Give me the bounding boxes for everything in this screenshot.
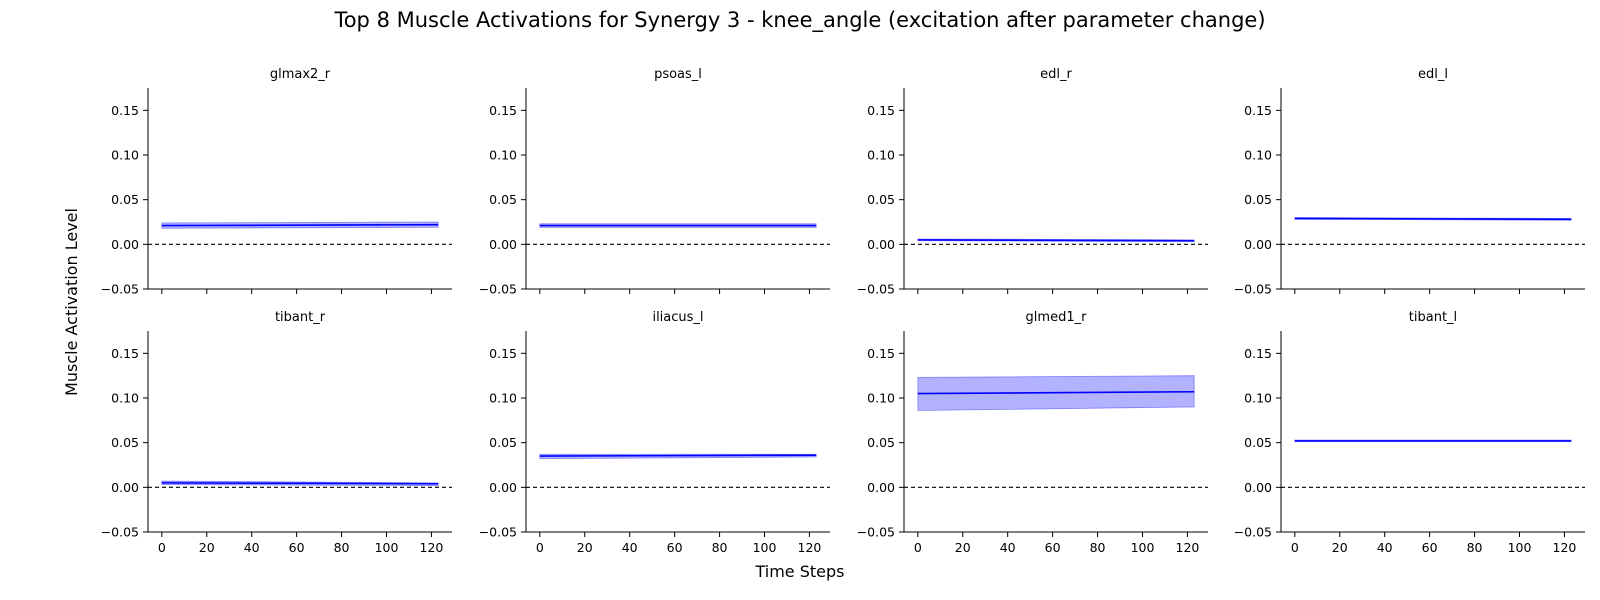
y-tick-label: 0.05 bbox=[1244, 435, 1272, 450]
y-tick-label: 0.10 bbox=[111, 391, 139, 406]
x-tick-label: 40 bbox=[244, 540, 260, 555]
y-tick-label: −0.05 bbox=[857, 282, 895, 297]
y-tick-label: 0.10 bbox=[489, 391, 517, 406]
subplot-grid: glmax2_r −0.05 0.00 0.05 0.10 0.15 psoas_l −0.0… bbox=[101, 67, 1585, 555]
y-tick-label: 0.05 bbox=[489, 435, 517, 450]
y-tick-label: 0.05 bbox=[867, 192, 895, 207]
y-tick-label: 0.05 bbox=[1244, 192, 1272, 207]
y-tick-label: 0.10 bbox=[489, 148, 517, 163]
y-tick-label: 0.05 bbox=[111, 435, 139, 450]
y-tick-label: 0.00 bbox=[867, 480, 895, 495]
subplot-tibant_l: tibant_l −0.05 0.00 0.05 0.10 0.15 0 20 40 60 80 10… bbox=[1234, 310, 1585, 555]
subplot-title: iliacus_l bbox=[652, 310, 703, 325]
subplot-glmax2_r: glmax2_r −0.05 0.00 0.05 0.10 0.15 bbox=[101, 67, 452, 297]
y-tick-label: 0.15 bbox=[489, 103, 517, 118]
subplot-edl_l: edl_l −0.05 0.00 0.05 0.10 0.15 bbox=[1234, 67, 1585, 297]
x-tick-label: 60 bbox=[1422, 540, 1438, 555]
x-tick-label: 20 bbox=[199, 540, 215, 555]
x-tick-label: 20 bbox=[955, 540, 971, 555]
y-tick-label: 0.10 bbox=[1244, 391, 1272, 406]
x-tick-label: 80 bbox=[1467, 540, 1483, 555]
mean-line bbox=[917, 390, 1195, 395]
subplot-tibant_r: tibant_r −0.05 0.00 0.05 0.10 0.15 0 20 40 60 80 10… bbox=[101, 310, 452, 555]
x-tick-label: 100 bbox=[1131, 540, 1155, 555]
x-tick-label: 120 bbox=[798, 540, 822, 555]
y-tick-label: 0.10 bbox=[111, 148, 139, 163]
y-tick-label: −0.05 bbox=[1234, 282, 1272, 297]
subplot-title: edl_l bbox=[1418, 67, 1448, 82]
y-tick-label: 0.15 bbox=[1244, 346, 1272, 361]
subplot-glmed1_r: glmed1_r −0.05 0.00 0.05 0.10 0.15 0 20 40 60 80 10… bbox=[857, 310, 1208, 555]
subplot-title: tibant_l bbox=[1409, 310, 1457, 325]
x-tick-label: 100 bbox=[375, 540, 399, 555]
mean-line bbox=[917, 239, 1195, 242]
x-tick-label: 100 bbox=[753, 540, 777, 555]
y-tick-label: 0.00 bbox=[111, 237, 139, 252]
x-tick-label: 80 bbox=[334, 540, 350, 555]
subplot-iliacus_l: iliacus_l −0.05 0.00 0.05 0.10 0.15 0 20 40 60 80 1… bbox=[479, 310, 830, 555]
y-tick-label: −0.05 bbox=[479, 525, 517, 540]
x-tick-label: 60 bbox=[667, 540, 683, 555]
y-tick-label: 0.00 bbox=[867, 237, 895, 252]
y-tick-label: 0.05 bbox=[489, 192, 517, 207]
subplot-edl_r: edl_r −0.05 0.00 0.05 0.10 0.15 bbox=[857, 67, 1208, 297]
x-tick-label: 120 bbox=[1553, 540, 1577, 555]
x-tick-label: 0 bbox=[536, 540, 544, 555]
y-tick-label: 0.15 bbox=[867, 103, 895, 118]
y-tick-label: 0.00 bbox=[489, 237, 517, 252]
subplot-title: tibant_r bbox=[275, 310, 326, 325]
y-tick-label: 0.05 bbox=[867, 435, 895, 450]
x-tick-label: 40 bbox=[1000, 540, 1016, 555]
x-tick-label: 0 bbox=[914, 540, 922, 555]
mean-line bbox=[539, 454, 817, 457]
x-tick-label: 40 bbox=[622, 540, 638, 555]
y-tick-label: −0.05 bbox=[101, 282, 139, 297]
mean-line bbox=[161, 223, 439, 227]
x-axis-label: Time Steps bbox=[754, 562, 844, 581]
y-tick-label: 0.15 bbox=[111, 103, 139, 118]
y-tick-label: 0.15 bbox=[111, 346, 139, 361]
y-tick-label: 0.00 bbox=[489, 480, 517, 495]
y-tick-label: 0.00 bbox=[1244, 237, 1272, 252]
y-tick-label: 0.05 bbox=[111, 192, 139, 207]
x-tick-label: 80 bbox=[1090, 540, 1106, 555]
x-tick-label: 60 bbox=[1045, 540, 1061, 555]
y-tick-label: 0.15 bbox=[489, 346, 517, 361]
subplot-title: edl_r bbox=[1040, 67, 1072, 82]
y-tick-label: 0.00 bbox=[1244, 480, 1272, 495]
y-tick-label: 0.15 bbox=[1244, 103, 1272, 118]
x-tick-label: 20 bbox=[577, 540, 593, 555]
y-tick-label: −0.05 bbox=[479, 282, 517, 297]
subplot-title: glmax2_r bbox=[270, 67, 331, 82]
x-tick-label: 100 bbox=[1508, 540, 1532, 555]
y-tick-label: −0.05 bbox=[101, 525, 139, 540]
mean-line bbox=[1294, 217, 1572, 221]
x-tick-label: 60 bbox=[289, 540, 305, 555]
x-tick-label: 120 bbox=[420, 540, 444, 555]
subplot-title: glmed1_r bbox=[1026, 310, 1088, 325]
y-tick-label: 0.10 bbox=[867, 148, 895, 163]
y-tick-label: 0.10 bbox=[867, 391, 895, 406]
x-tick-label: 0 bbox=[1291, 540, 1299, 555]
y-tick-label: 0.15 bbox=[867, 346, 895, 361]
x-tick-label: 120 bbox=[1176, 540, 1200, 555]
x-tick-label: 80 bbox=[712, 540, 728, 555]
chart-title: Top 8 Muscle Activations for Synergy 3 -… bbox=[333, 8, 1265, 33]
x-tick-label: 0 bbox=[158, 540, 166, 555]
y-tick-label: −0.05 bbox=[1234, 525, 1272, 540]
mean-line bbox=[161, 482, 439, 485]
subplot-title: psoas_l bbox=[654, 67, 702, 82]
y-tick-label: 0.00 bbox=[111, 480, 139, 495]
y-tick-label: 0.10 bbox=[1244, 148, 1272, 163]
y-tick-label: −0.05 bbox=[857, 525, 895, 540]
subplot-psoas_l: psoas_l −0.05 0.00 0.05 0.10 0.15 bbox=[479, 67, 830, 297]
x-tick-label: 20 bbox=[1332, 540, 1348, 555]
y-axis-label: Muscle Activation Level bbox=[62, 208, 81, 396]
x-tick-label: 40 bbox=[1377, 540, 1393, 555]
